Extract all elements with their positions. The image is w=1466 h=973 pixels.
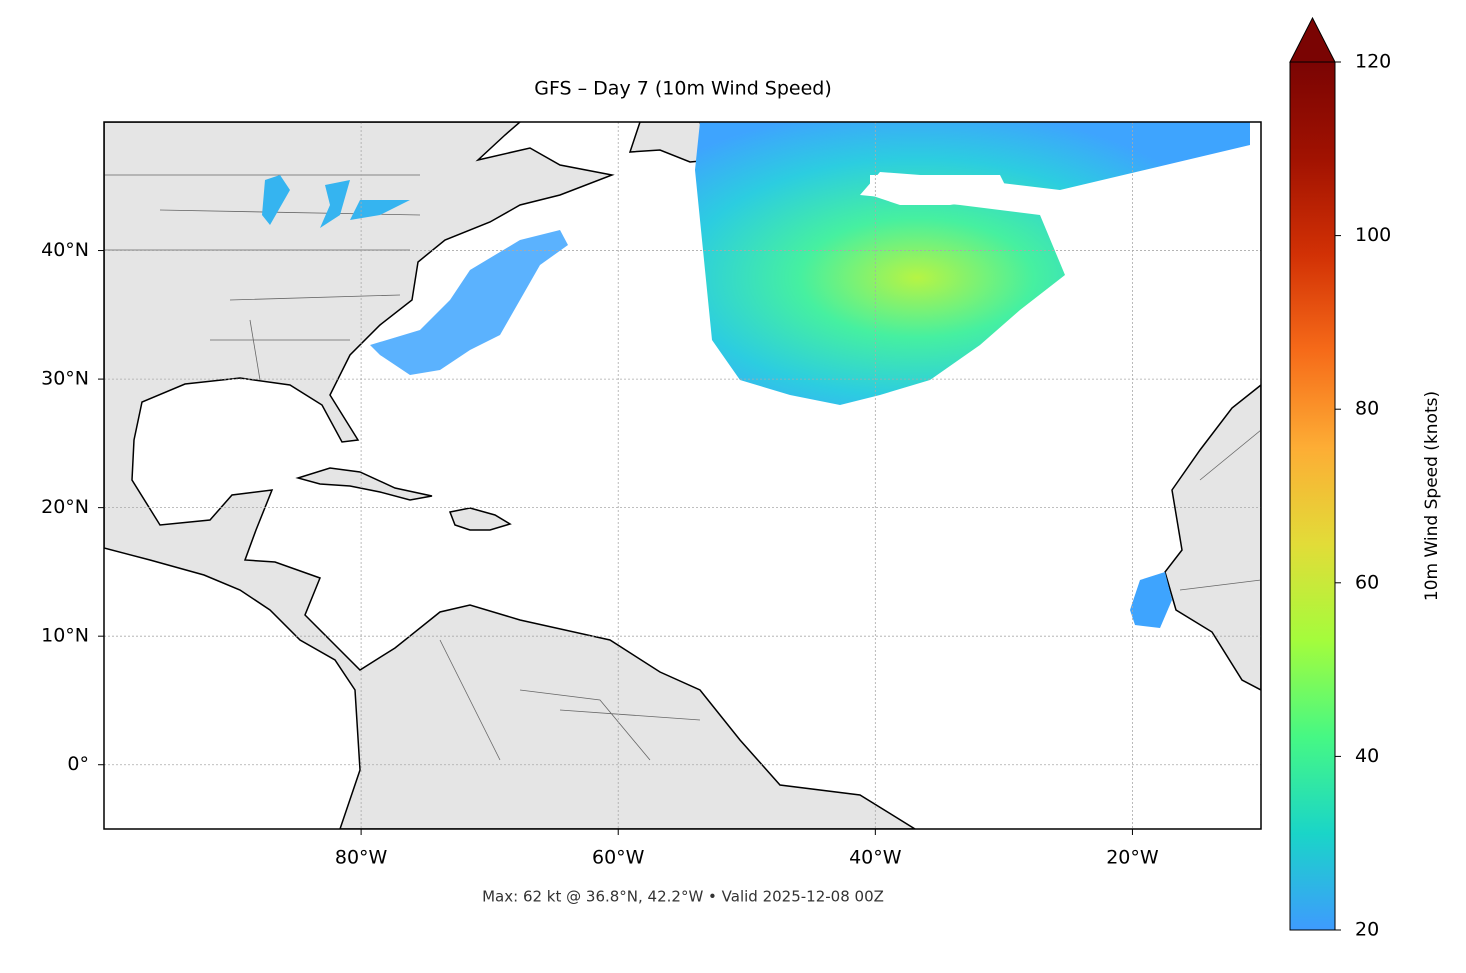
chart-title: GFS – Day 7 (10m Wind Speed) bbox=[534, 78, 832, 100]
wind-area bbox=[1130, 572, 1172, 628]
colorbar-tick-label: 60 bbox=[1355, 571, 1379, 593]
wind-area bbox=[370, 230, 568, 375]
footnote: Max: 62 kt @ 36.8°N, 42.2°W • Valid 2025… bbox=[482, 888, 884, 906]
colorbar bbox=[1289, 61, 1336, 931]
y-tick-label: 40°N bbox=[41, 239, 89, 261]
map-frame bbox=[103, 121, 1262, 830]
x-tick-label: 60°W bbox=[592, 847, 645, 869]
hispaniola bbox=[448, 507, 512, 531]
x-tick-label: 40°W bbox=[849, 847, 902, 869]
wind-area bbox=[262, 175, 410, 228]
borders bbox=[104, 174, 1261, 761]
graticule bbox=[104, 122, 1261, 829]
wind-gap bbox=[870, 175, 1010, 205]
colorbar-tick-label: 40 bbox=[1355, 745, 1379, 767]
newfoundland bbox=[628, 122, 713, 163]
colorbar-tick-label: 80 bbox=[1355, 398, 1379, 420]
americas bbox=[104, 122, 917, 829]
wind-area bbox=[695, 122, 1250, 405]
y-tick-label: 30°N bbox=[41, 368, 89, 390]
y-tick-label: 10°N bbox=[41, 625, 89, 647]
map bbox=[104, 122, 1261, 829]
colorbar-tick-label: 100 bbox=[1355, 224, 1391, 246]
colorbar-label: 10m Wind Speed (knots) bbox=[1422, 391, 1442, 601]
y-tick-label: 0° bbox=[67, 753, 89, 775]
colorbar-tick-label: 20 bbox=[1355, 919, 1379, 941]
x-tick-label: 20°W bbox=[1106, 847, 1159, 869]
x-tick-label: 80°W bbox=[335, 847, 388, 869]
colorbar-tick-label: 120 bbox=[1355, 51, 1391, 73]
y-tick-label: 20°N bbox=[41, 496, 89, 518]
colorbar-extend bbox=[1289, 16, 1336, 63]
cuba bbox=[295, 467, 433, 501]
